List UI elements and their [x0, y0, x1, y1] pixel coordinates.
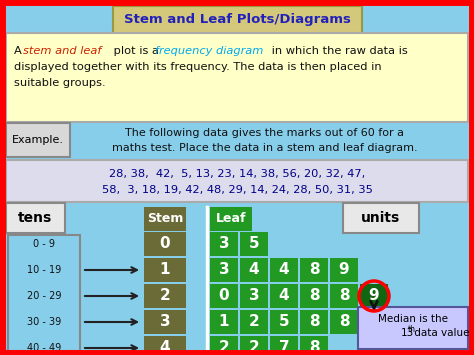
Text: suitable groups.: suitable groups.	[14, 78, 106, 88]
Text: Median is the: Median is the	[378, 314, 448, 324]
Text: 9: 9	[339, 262, 349, 278]
Text: 3: 3	[160, 315, 170, 329]
FancyBboxPatch shape	[270, 258, 298, 282]
Text: units: units	[361, 211, 401, 225]
FancyBboxPatch shape	[6, 160, 468, 202]
FancyBboxPatch shape	[6, 33, 468, 122]
Text: 9: 9	[369, 289, 379, 304]
Text: 8: 8	[339, 315, 349, 329]
Text: 13: 13	[401, 328, 414, 338]
Text: 8: 8	[309, 315, 319, 329]
FancyBboxPatch shape	[144, 310, 186, 334]
Text: 4: 4	[160, 340, 170, 355]
Text: 5: 5	[249, 236, 259, 251]
Text: 4: 4	[279, 289, 289, 304]
Text: th: th	[408, 326, 416, 334]
FancyBboxPatch shape	[6, 203, 65, 233]
FancyBboxPatch shape	[330, 310, 358, 334]
FancyBboxPatch shape	[330, 284, 358, 308]
Text: 3: 3	[219, 236, 229, 251]
FancyBboxPatch shape	[8, 235, 80, 351]
FancyBboxPatch shape	[300, 336, 328, 355]
Text: data value: data value	[411, 328, 470, 338]
FancyBboxPatch shape	[240, 284, 268, 308]
FancyBboxPatch shape	[210, 207, 252, 231]
Text: 0 - 9: 0 - 9	[33, 239, 55, 249]
FancyBboxPatch shape	[300, 284, 328, 308]
Text: 1: 1	[219, 315, 229, 329]
Text: plot is a: plot is a	[110, 46, 163, 56]
FancyBboxPatch shape	[270, 284, 298, 308]
FancyBboxPatch shape	[210, 258, 238, 282]
Text: A: A	[14, 46, 26, 56]
FancyBboxPatch shape	[144, 207, 186, 231]
FancyBboxPatch shape	[300, 310, 328, 334]
Text: 30 - 39: 30 - 39	[27, 317, 61, 327]
Text: 2: 2	[249, 340, 259, 355]
Text: 8: 8	[309, 340, 319, 355]
Text: 2: 2	[160, 289, 170, 304]
Text: 40 - 49: 40 - 49	[27, 343, 61, 353]
Text: 0: 0	[219, 289, 229, 304]
FancyBboxPatch shape	[6, 123, 70, 157]
FancyBboxPatch shape	[240, 232, 268, 256]
Text: tens: tens	[18, 211, 53, 225]
Text: 10 - 19: 10 - 19	[27, 265, 61, 275]
FancyBboxPatch shape	[210, 284, 238, 308]
FancyBboxPatch shape	[113, 6, 362, 34]
FancyBboxPatch shape	[300, 258, 328, 282]
Text: The following data gives the marks out of 60 for a: The following data gives the marks out o…	[126, 128, 404, 138]
Text: in which the raw data is: in which the raw data is	[268, 46, 408, 56]
Text: 58,  3, 18, 19, 42, 48, 29, 14, 24, 28, 50, 31, 35: 58, 3, 18, 19, 42, 48, 29, 14, 24, 28, 5…	[101, 185, 373, 195]
FancyBboxPatch shape	[330, 258, 358, 282]
Text: 5: 5	[279, 315, 289, 329]
FancyBboxPatch shape	[144, 232, 186, 256]
Text: Stem and Leaf Plots/Diagrams: Stem and Leaf Plots/Diagrams	[124, 13, 351, 27]
FancyBboxPatch shape	[270, 336, 298, 355]
Text: 2: 2	[249, 315, 259, 329]
Text: Example.: Example.	[12, 135, 64, 145]
Text: displayed together with its frequency. The data is then placed in: displayed together with its frequency. T…	[14, 62, 382, 72]
Text: 0: 0	[160, 236, 170, 251]
Text: 3: 3	[249, 289, 259, 304]
Text: 8: 8	[339, 289, 349, 304]
Text: 8: 8	[309, 289, 319, 304]
Text: stem and leaf: stem and leaf	[23, 46, 101, 56]
Text: 3: 3	[219, 262, 229, 278]
FancyBboxPatch shape	[360, 284, 388, 308]
Text: Stem: Stem	[147, 213, 183, 225]
FancyBboxPatch shape	[144, 336, 186, 355]
FancyBboxPatch shape	[270, 310, 298, 334]
FancyBboxPatch shape	[240, 258, 268, 282]
Text: 20 - 29: 20 - 29	[27, 291, 61, 301]
FancyBboxPatch shape	[210, 336, 238, 355]
FancyBboxPatch shape	[144, 284, 186, 308]
FancyBboxPatch shape	[343, 203, 419, 233]
Text: frequency diagram: frequency diagram	[155, 46, 264, 56]
FancyBboxPatch shape	[240, 310, 268, 334]
Text: 2: 2	[219, 340, 229, 355]
Text: 4: 4	[279, 262, 289, 278]
Text: 8: 8	[309, 262, 319, 278]
Text: 7: 7	[279, 340, 289, 355]
FancyBboxPatch shape	[144, 258, 186, 282]
FancyBboxPatch shape	[358, 307, 468, 349]
Text: 1: 1	[160, 262, 170, 278]
Text: Leaf: Leaf	[216, 213, 246, 225]
Text: 28, 38,  42,  5, 13, 23, 14, 38, 56, 20, 32, 47,: 28, 38, 42, 5, 13, 23, 14, 38, 56, 20, 3…	[109, 169, 365, 179]
Text: 4: 4	[249, 262, 259, 278]
FancyBboxPatch shape	[210, 232, 238, 256]
FancyBboxPatch shape	[210, 310, 238, 334]
Text: maths test. Place the data in a stem and leaf diagram.: maths test. Place the data in a stem and…	[112, 143, 418, 153]
FancyBboxPatch shape	[240, 336, 268, 355]
